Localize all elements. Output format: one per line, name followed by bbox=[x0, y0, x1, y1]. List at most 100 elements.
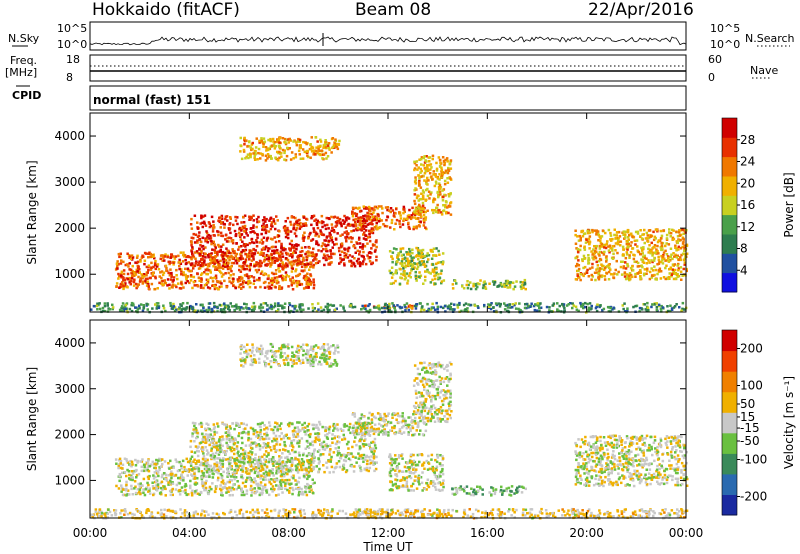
data-cell bbox=[280, 474, 284, 478]
data-cell bbox=[240, 458, 243, 461]
data-cell bbox=[373, 205, 377, 209]
data-cell bbox=[405, 302, 409, 305]
data-cell bbox=[241, 282, 245, 285]
data-cell bbox=[660, 234, 664, 238]
data-cell bbox=[207, 268, 210, 272]
data-cell bbox=[353, 246, 357, 250]
data-cell bbox=[125, 474, 128, 478]
data-cell bbox=[235, 242, 238, 245]
data-cell bbox=[141, 282, 144, 285]
data-cell bbox=[389, 207, 393, 210]
data-cell bbox=[296, 140, 299, 143]
data-cell bbox=[624, 267, 628, 270]
data-cell bbox=[241, 240, 244, 243]
data-cell bbox=[295, 285, 299, 288]
data-cell bbox=[269, 256, 272, 259]
data-cell bbox=[310, 223, 313, 227]
data-cell bbox=[317, 308, 320, 311]
data-cell bbox=[164, 253, 167, 256]
data-cell bbox=[406, 253, 409, 256]
data-cell bbox=[626, 307, 629, 310]
data-cell bbox=[423, 262, 426, 266]
data-cell bbox=[311, 459, 314, 462]
data-cell bbox=[255, 490, 259, 493]
data-cell bbox=[255, 241, 259, 244]
data-cell bbox=[143, 262, 146, 266]
data-cell bbox=[305, 280, 308, 283]
data-cell bbox=[229, 265, 232, 269]
data-cell bbox=[161, 473, 164, 477]
data-cell bbox=[189, 256, 193, 259]
data-cell bbox=[181, 260, 185, 263]
data-cell bbox=[435, 161, 438, 165]
data-cell bbox=[505, 282, 509, 285]
data-cell bbox=[428, 172, 432, 175]
data-cell bbox=[229, 237, 233, 240]
data-cell bbox=[164, 494, 167, 497]
data-cell bbox=[436, 203, 439, 207]
data-cell bbox=[415, 303, 419, 306]
data-cell bbox=[448, 162, 451, 166]
data-cell bbox=[304, 265, 307, 269]
data-cell bbox=[258, 278, 261, 282]
data-cell bbox=[277, 493, 280, 496]
data-cell bbox=[318, 145, 322, 148]
data-cell bbox=[229, 489, 233, 492]
data-cell bbox=[427, 169, 430, 172]
data-cell bbox=[203, 259, 206, 262]
data-cell bbox=[389, 210, 392, 214]
data-cell bbox=[360, 219, 363, 223]
data-cell bbox=[240, 254, 243, 257]
data-cell bbox=[444, 205, 447, 209]
data-cell bbox=[219, 304, 223, 307]
data-cell bbox=[298, 454, 301, 457]
data-cell bbox=[307, 307, 310, 310]
data-cell bbox=[298, 476, 301, 480]
data-cell bbox=[273, 147, 277, 150]
data-cell bbox=[328, 263, 332, 266]
data-cell bbox=[591, 230, 594, 234]
data-cell bbox=[121, 463, 125, 466]
data-cell bbox=[279, 304, 282, 307]
data-cell bbox=[217, 471, 220, 475]
data-cell bbox=[227, 240, 230, 243]
data-cell bbox=[438, 188, 441, 191]
data-cell bbox=[429, 168, 432, 171]
data-cell bbox=[130, 460, 134, 464]
data-cell bbox=[153, 262, 157, 265]
data-cell bbox=[319, 138, 322, 142]
data-cell bbox=[218, 264, 221, 267]
data-cell bbox=[389, 226, 392, 229]
data-cell bbox=[603, 275, 607, 278]
data-cell bbox=[421, 204, 425, 207]
data-cell bbox=[262, 145, 265, 148]
data-cell bbox=[262, 252, 265, 255]
data-cell bbox=[224, 233, 228, 237]
data-cell bbox=[200, 461, 203, 464]
data-cell bbox=[275, 443, 278, 446]
data-cell bbox=[273, 257, 276, 260]
data-cell bbox=[191, 262, 194, 265]
data-cell bbox=[605, 272, 609, 275]
data-cell bbox=[273, 480, 276, 483]
data-cell bbox=[168, 274, 172, 277]
data-cell bbox=[404, 276, 408, 280]
data-cell bbox=[417, 208, 420, 212]
data-cell bbox=[481, 286, 485, 290]
data-cell bbox=[328, 231, 331, 235]
data-cell bbox=[223, 226, 226, 229]
data-cell bbox=[342, 307, 345, 310]
data-cell bbox=[612, 276, 615, 279]
data-cell bbox=[161, 259, 164, 262]
data-cell bbox=[267, 277, 270, 280]
data-cell bbox=[158, 492, 162, 495]
data-cell bbox=[243, 302, 246, 306]
data-cell bbox=[364, 307, 367, 311]
data-cell bbox=[190, 275, 193, 278]
data-cell bbox=[628, 272, 632, 275]
data-cell bbox=[629, 233, 633, 236]
data-cell bbox=[196, 309, 200, 313]
data-cell bbox=[111, 307, 114, 311]
data-cell bbox=[184, 491, 187, 495]
data-cell bbox=[270, 271, 274, 275]
